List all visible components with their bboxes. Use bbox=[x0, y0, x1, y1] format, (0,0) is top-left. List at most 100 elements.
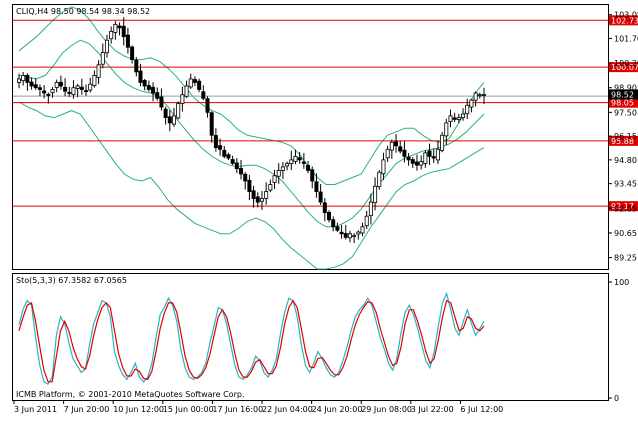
bollinger-upper-band bbox=[18, 6, 485, 185]
copyright-text: ICMB Platform, © 2001-2010 MetaQuotes So… bbox=[16, 390, 245, 399]
candle-body bbox=[398, 146, 403, 152]
candle-body bbox=[100, 52, 105, 65]
candle-body bbox=[389, 141, 394, 151]
time-axis-label: 10 Jun 12:00 bbox=[113, 405, 164, 414]
price-axis-label: 89.25 bbox=[614, 254, 637, 263]
candle-body bbox=[205, 98, 210, 113]
time-axis-label: 15 Jun 00:00 bbox=[163, 405, 214, 414]
candle-body bbox=[444, 122, 449, 137]
candle-body bbox=[84, 90, 89, 93]
candle-body bbox=[63, 87, 68, 92]
candle-body bbox=[104, 39, 109, 54]
candle-body bbox=[314, 181, 319, 192]
candle-body bbox=[276, 170, 281, 177]
candle-body bbox=[50, 89, 55, 94]
candle-body bbox=[431, 156, 436, 159]
candle-body bbox=[465, 104, 470, 115]
candle-body bbox=[339, 231, 344, 235]
price-level-label: 95.88 bbox=[611, 137, 634, 146]
candle-body bbox=[218, 145, 223, 150]
candle-body bbox=[230, 159, 235, 164]
candle-body bbox=[280, 166, 285, 171]
candle-body bbox=[109, 30, 114, 40]
candle-body bbox=[469, 99, 474, 108]
bollinger-middle-band bbox=[18, 39, 485, 228]
candle-body bbox=[293, 155, 298, 162]
candle-body bbox=[347, 233, 352, 239]
candle-body bbox=[180, 94, 185, 104]
price-level-label: 98.05 bbox=[611, 99, 634, 108]
oscillator-panel-title: Sto(5,3,3) 67.3582 67.0565 bbox=[16, 276, 127, 285]
candle-body bbox=[29, 81, 34, 87]
candle-body bbox=[406, 156, 411, 161]
price-panel-title: CLIQ,H4 98.50 98.54 98.34 98.52 bbox=[16, 7, 150, 16]
candle-body bbox=[167, 116, 172, 124]
candle-body bbox=[42, 90, 47, 94]
candle-body bbox=[37, 87, 42, 90]
candle-body bbox=[201, 91, 206, 99]
candle-body bbox=[209, 112, 214, 136]
candle-body bbox=[368, 201, 373, 217]
price-level-tag bbox=[609, 15, 638, 26]
candle-body bbox=[343, 233, 348, 238]
price-axis-label: 97.50 bbox=[614, 108, 637, 117]
candle-body bbox=[377, 171, 382, 188]
candle-body bbox=[326, 211, 331, 221]
candle-body bbox=[71, 87, 76, 95]
time-axis-label: 17 Jun 16:00 bbox=[212, 405, 263, 414]
stoch-axis-label: 100 bbox=[614, 278, 629, 287]
candle-body bbox=[423, 152, 428, 164]
candle-body bbox=[213, 135, 218, 148]
candle-body bbox=[373, 185, 378, 204]
candle-body bbox=[331, 219, 336, 228]
candle-body bbox=[385, 148, 390, 159]
candle-body bbox=[473, 92, 478, 101]
candle-body bbox=[159, 96, 164, 108]
price-level-tag bbox=[609, 201, 638, 212]
candle-body bbox=[247, 179, 252, 192]
candle-body bbox=[134, 59, 139, 73]
candle-body bbox=[335, 226, 340, 231]
time-axis-label: 3 Jun 2011 bbox=[14, 405, 57, 414]
candle-body bbox=[301, 161, 306, 164]
candle-body bbox=[414, 161, 419, 166]
candle-body bbox=[297, 157, 302, 161]
candle-body bbox=[176, 103, 181, 119]
candle-body bbox=[477, 94, 482, 97]
price-axis-label: 103.05 bbox=[614, 11, 638, 20]
candle-body bbox=[461, 113, 466, 118]
candle-body bbox=[364, 215, 369, 227]
candle-body bbox=[192, 79, 197, 83]
candle-body bbox=[410, 159, 415, 164]
candle-body bbox=[21, 75, 26, 82]
stoch-signal-line bbox=[18, 299, 485, 383]
time-axis-label: 3 Jul 22:00 bbox=[411, 405, 454, 414]
candle-body bbox=[130, 46, 135, 60]
candle-body bbox=[452, 117, 457, 120]
current-price-label: 98.52 bbox=[611, 90, 634, 99]
candle-body bbox=[222, 149, 227, 157]
price-axis-label: 98.90 bbox=[614, 84, 637, 93]
price-axis-label: 100.30 bbox=[614, 59, 638, 68]
stoch-main-line bbox=[18, 291, 485, 385]
candle-body bbox=[322, 202, 327, 214]
price-axis-label: 94.80 bbox=[614, 156, 637, 165]
candle-body bbox=[88, 83, 93, 91]
candle-body bbox=[121, 25, 126, 38]
candle-body bbox=[251, 190, 256, 199]
candle-body bbox=[58, 81, 63, 87]
candle-body bbox=[46, 94, 51, 96]
price-axis-label: 93.45 bbox=[614, 180, 637, 189]
candle-body bbox=[356, 231, 361, 235]
candle-body bbox=[142, 80, 147, 87]
candle-body bbox=[188, 78, 193, 88]
price-level-tag bbox=[609, 135, 638, 146]
candle-body bbox=[113, 23, 118, 33]
price-level-label: 102.73 bbox=[611, 16, 638, 25]
candle-body bbox=[33, 84, 38, 89]
candle-body bbox=[427, 150, 432, 157]
stoch-axis-label: 0 bbox=[614, 394, 619, 403]
time-axis-label: 22 Jun 04:00 bbox=[262, 405, 313, 414]
candle-body bbox=[255, 196, 260, 203]
